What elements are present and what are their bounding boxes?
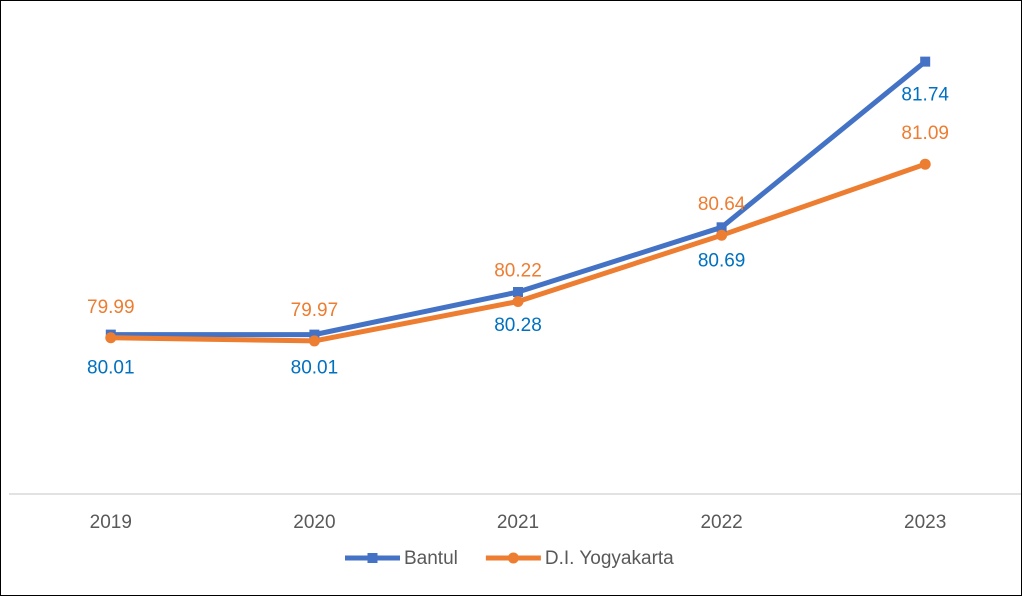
marker bbox=[309, 329, 320, 340]
data-label: 81.09 bbox=[901, 123, 949, 144]
x-tick-label: 2023 bbox=[904, 512, 946, 533]
marker bbox=[105, 332, 117, 344]
data-label: 79.97 bbox=[291, 300, 339, 321]
data-label: 80.69 bbox=[698, 250, 746, 271]
marker bbox=[513, 287, 523, 298]
marker bbox=[919, 158, 931, 170]
legend-label: D.I. Yogyakarta bbox=[545, 548, 674, 569]
data-label: 79.99 bbox=[87, 297, 135, 318]
data-label: 81.74 bbox=[901, 85, 949, 106]
legend-marker bbox=[507, 552, 519, 564]
legend-marker bbox=[367, 553, 378, 563]
marker bbox=[512, 295, 524, 307]
data-label: 80.64 bbox=[698, 194, 746, 215]
data-label: 80.01 bbox=[291, 358, 339, 379]
marker bbox=[308, 335, 320, 347]
legend-label: Bantul bbox=[404, 548, 458, 569]
marker bbox=[716, 229, 728, 241]
x-tick-label: 2019 bbox=[90, 512, 132, 533]
marker bbox=[716, 222, 727, 233]
x-tick-label: 2021 bbox=[497, 512, 539, 533]
data-label: 80.28 bbox=[494, 315, 542, 336]
data-label: 80.22 bbox=[494, 260, 542, 281]
data-label: 80.01 bbox=[87, 358, 135, 379]
marker bbox=[920, 56, 931, 67]
x-tick-label: 2022 bbox=[700, 512, 742, 533]
x-tick-label: 2020 bbox=[293, 512, 335, 533]
